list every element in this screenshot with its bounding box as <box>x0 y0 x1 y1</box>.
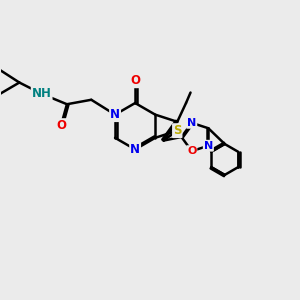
Text: O: O <box>130 74 140 87</box>
Text: O: O <box>187 146 196 156</box>
Text: N: N <box>187 118 196 128</box>
Text: N: N <box>110 108 120 121</box>
Text: NH: NH <box>32 87 52 100</box>
Text: O: O <box>56 119 66 132</box>
Text: N: N <box>130 143 140 156</box>
Text: S: S <box>173 124 182 137</box>
Text: N: N <box>204 141 213 151</box>
